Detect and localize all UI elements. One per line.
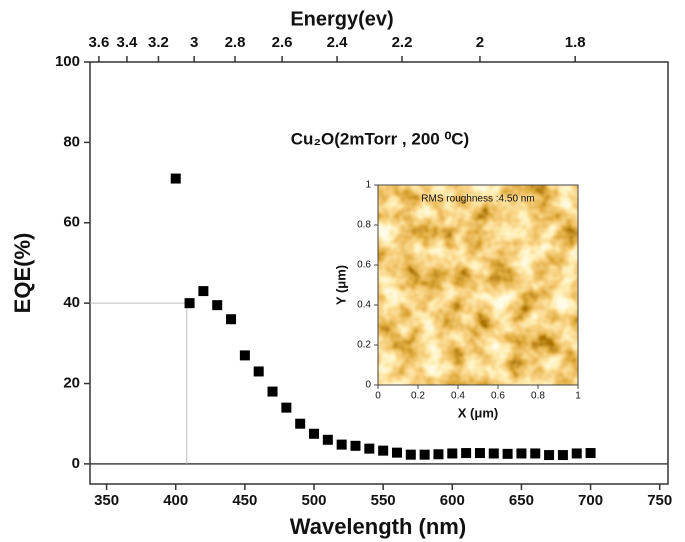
inset-x-tick-label: 0 [375,391,381,402]
data-point [420,450,430,460]
inset-y-tick-label: 0.2 [357,340,371,351]
x2-tick-label: 2 [476,34,484,51]
data-point [240,350,250,360]
x-tick-label: 500 [301,492,326,509]
x-tick-label: 700 [578,492,603,509]
data-point [503,449,513,459]
y-tick-label: 40 [63,294,80,311]
x2-axis-title: Energy(ev) [290,8,393,30]
inset-y-tick-label: 0.4 [357,300,371,311]
y-tick-label: 0 [72,455,80,472]
data-point [337,440,347,450]
afm-image [378,185,578,385]
inset-y-tick-label: 0 [365,380,371,391]
data-point [350,441,360,451]
data-point [516,448,526,458]
data-point [295,419,305,429]
inset-x-tick-label: 0.6 [491,391,505,402]
data-point [447,448,457,458]
y-tick-label: 60 [63,214,80,231]
x-tick-label: 450 [232,492,257,509]
data-point [185,298,195,308]
inset-y-tick-label: 1 [365,180,371,191]
data-point [586,448,596,458]
y-tick-label: 100 [55,53,80,70]
data-point [406,450,416,460]
inset-x-tick-label: 1 [575,391,581,402]
inset-y-title: Y (μm) [333,265,348,305]
data-point [364,444,374,454]
data-point [461,448,471,458]
x2-tick-label: 3.2 [148,34,169,51]
data-point [226,314,236,324]
inset-x-tick-label: 0.4 [451,391,465,402]
x-axis-title: Wavelength (nm) [290,514,466,539]
annotation: Cu₂O(2mTorr , 200 ⁰C) [291,129,469,148]
inset-y-tick-label: 0.8 [357,220,371,231]
data-point [544,450,554,460]
x-tick-label: 350 [94,492,119,509]
data-point [254,366,264,376]
x2-tick-label: 3.6 [88,34,109,51]
x-tick-label: 650 [509,492,534,509]
y-tick-label: 20 [63,374,80,391]
data-point [323,435,333,445]
data-point [171,174,181,184]
inset-text: RMS roughness :4.50 nm [421,194,534,205]
x2-tick-label: 3.4 [116,34,138,51]
data-point [309,429,319,439]
inset-x-title: X (μm) [458,405,498,420]
x-tick-label: 400 [163,492,188,509]
x-tick-label: 750 [647,492,672,509]
x2-tick-label: 3 [190,34,198,51]
data-point [392,448,402,458]
data-point [475,448,485,458]
data-point [572,448,582,458]
inset-x-tick-label: 0.2 [411,391,425,402]
x2-tick-label: 2.6 [272,34,293,51]
x2-tick-label: 2.2 [392,34,413,51]
data-point [558,450,568,460]
chart: Energy(ev) Wavelength (nm) EQE(%) Cu₂O(2… [0,0,685,542]
data-point [281,403,291,413]
x-tick-label: 550 [371,492,396,509]
x-tick-label: 600 [440,492,465,509]
y-tick-label: 80 [63,133,80,150]
y-axis-title: EQE(%) [10,233,35,314]
inset-x-tick-label: 0.8 [531,391,545,402]
inset-y-tick-label: 0.6 [357,260,371,271]
x2-tick-label: 2.4 [327,34,349,51]
data-point [198,286,208,296]
data-point [378,446,388,456]
x2-tick-label: 1.8 [565,34,586,51]
data-point [433,449,443,459]
data-point [489,448,499,458]
data-point [212,300,222,310]
x2-tick-label: 2.8 [225,34,246,51]
data-point [268,387,278,397]
data-point [530,448,540,458]
